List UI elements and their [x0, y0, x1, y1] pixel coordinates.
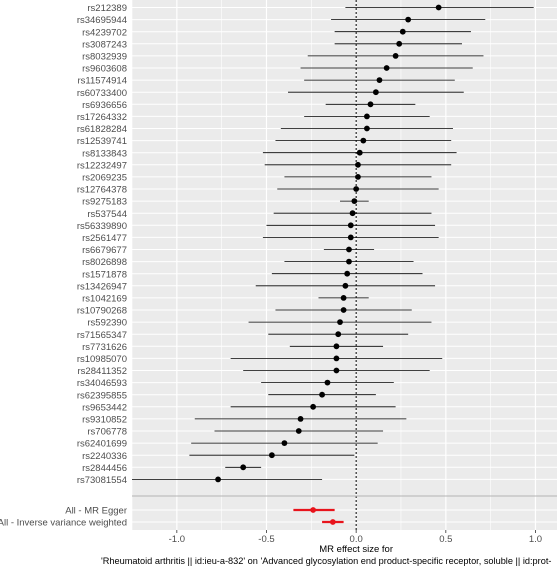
snp-point-rs2844456 [240, 464, 247, 471]
snp-point-rs10790268 [340, 307, 347, 313]
snp-point-rs34046593 [324, 379, 331, 386]
snp-label-rs11574914: rs11574914 [78, 76, 127, 87]
snp-label-rs6679677: rs6679677 [82, 245, 127, 256]
x-tick-label: -1.0 [169, 534, 185, 545]
snp-label-rs3087243: rs3087243 [82, 39, 127, 50]
snp-point-rs62401699 [281, 440, 288, 446]
snp-point-rs212389 [435, 4, 442, 11]
snp-label-rs10790268: rs10790268 [77, 306, 127, 317]
snp-point-rs537544 [349, 210, 356, 217]
x-axis-label-line1: MR effect size for [319, 544, 393, 555]
snp-label-rs1042169: rs1042169 [82, 294, 127, 305]
snp-label-rs10985070: rs10985070 [77, 354, 127, 365]
snp-point-rs6936656 [367, 101, 374, 108]
snp-point-rs9310852 [297, 416, 304, 422]
snp-label-rs4239702: rs4239702 [82, 27, 127, 38]
snp-point-rs17264332 [364, 113, 370, 120]
snp-label-rs34046593: rs34046593 [77, 378, 127, 389]
snp-point-rs62395855 [319, 391, 325, 398]
summary-point-1 [329, 519, 336, 525]
snp-point-rs34695944 [405, 16, 412, 23]
summary-label-1: All - Inverse variance weighted [0, 518, 127, 529]
snp-label-rs8133843: rs8133843 [82, 148, 127, 159]
snp-label-rs12232497: rs12232497 [77, 160, 127, 171]
snp-point-rs12232497 [355, 161, 361, 168]
snp-label-rs9603608: rs9603608 [82, 64, 127, 75]
snp-label-rs28411352: rs28411352 [78, 366, 127, 377]
snp-point-rs61828284 [364, 125, 370, 132]
snp-point-rs2240336 [268, 452, 275, 459]
x-axis-label-line2: 'Rheumatoid arthritis || id:ieu-a-832' o… [101, 556, 551, 566]
point-estimates [215, 4, 442, 525]
snp-point-rs1042169 [340, 295, 347, 301]
snp-label-rs1571878: rs1571878 [82, 269, 127, 280]
snp-label-rs62401699: rs62401699 [77, 439, 127, 450]
plot-panel [132, 0, 557, 530]
snp-point-rs6679677 [346, 246, 352, 253]
snp-label-rs56339890: rs56339890 [77, 221, 127, 232]
snp-point-rs1571878 [344, 270, 351, 277]
snp-point-rs706778 [295, 428, 302, 434]
snp-point-rs28411352 [333, 367, 340, 374]
snp-point-rs13426947 [342, 282, 349, 289]
snp-label-rs61828284: rs61828284 [77, 124, 127, 135]
snp-point-rs8133843 [356, 149, 363, 156]
snp-point-rs9275183 [351, 198, 358, 205]
snp-point-rs9603608 [383, 65, 390, 71]
snp-label-rs13426947: rs13426947 [77, 281, 127, 292]
snp-point-rs60733400 [372, 89, 379, 96]
snp-label-rs71565347: rs71565347 [77, 330, 127, 341]
snp-label-rs706778: rs706778 [87, 427, 127, 438]
snp-label-rs7731626: rs7731626 [82, 342, 127, 353]
snp-label-rs592390: rs592390 [87, 318, 127, 329]
snp-point-rs3087243 [396, 40, 403, 47]
snp-label-rs537544: rs537544 [87, 209, 127, 220]
snp-point-rs73081554 [215, 476, 221, 483]
snp-label-rs9275183: rs9275183 [82, 197, 127, 208]
snp-label-rs34695944: rs34695944 [77, 15, 127, 26]
snp-label-rs212389: rs212389 [87, 3, 127, 14]
snp-label-rs12539741: rs12539741 [77, 136, 127, 147]
snp-point-rs12539741 [360, 137, 367, 144]
snp-label-rs2844456: rs2844456 [82, 463, 127, 474]
snp-point-rs2561477 [347, 234, 354, 241]
snp-point-rs12764378 [353, 186, 360, 192]
snp-label-rs2069235: rs2069235 [82, 173, 127, 184]
snp-label-rs8026898: rs8026898 [82, 257, 127, 268]
snp-point-rs11574914 [376, 77, 383, 83]
snp-point-rs8032939 [392, 53, 399, 59]
snp-label-rs73081554: rs73081554 [77, 475, 127, 486]
snp-label-rs60733400: rs60733400 [77, 88, 127, 99]
snp-point-rs2069235 [355, 174, 361, 180]
snp-point-rs7731626 [333, 343, 340, 350]
x-axis-ticks: -1.0 -0.5 0.0 0.5 1.0 [169, 530, 542, 545]
snp-point-rs71565347 [335, 331, 342, 338]
snp-label-rs8032939: rs8032939 [82, 52, 127, 63]
snp-label-rs9310852: rs9310852 [82, 415, 127, 426]
x-tick-label: 0.0 [350, 534, 363, 545]
snp-label-rs62395855: rs62395855 [77, 390, 127, 401]
snp-label-rs2561477: rs2561477 [82, 233, 127, 244]
x-tick-label: -0.5 [258, 534, 274, 545]
x-tick-label: 0.5 [439, 534, 452, 545]
snp-label-rs2240336: rs2240336 [82, 451, 127, 462]
snp-point-rs592390 [337, 319, 343, 325]
summary-point-0 [310, 507, 317, 513]
snp-point-rs56339890 [347, 222, 354, 229]
snp-point-rs4239702 [399, 28, 406, 35]
snp-point-rs8026898 [346, 258, 352, 265]
x-tick-label: 1.0 [529, 534, 542, 545]
snp-point-rs10985070 [333, 355, 340, 362]
snp-label-rs6936656: rs6936656 [82, 100, 127, 111]
snp-point-rs9653442 [310, 403, 317, 410]
snp-label-rs17264332: rs17264332 [77, 112, 127, 123]
snp-label-rs12764378: rs12764378 [77, 185, 127, 196]
summary-label-0: All - MR Egger [65, 506, 127, 517]
snp-label-rs9653442: rs9653442 [82, 402, 127, 413]
